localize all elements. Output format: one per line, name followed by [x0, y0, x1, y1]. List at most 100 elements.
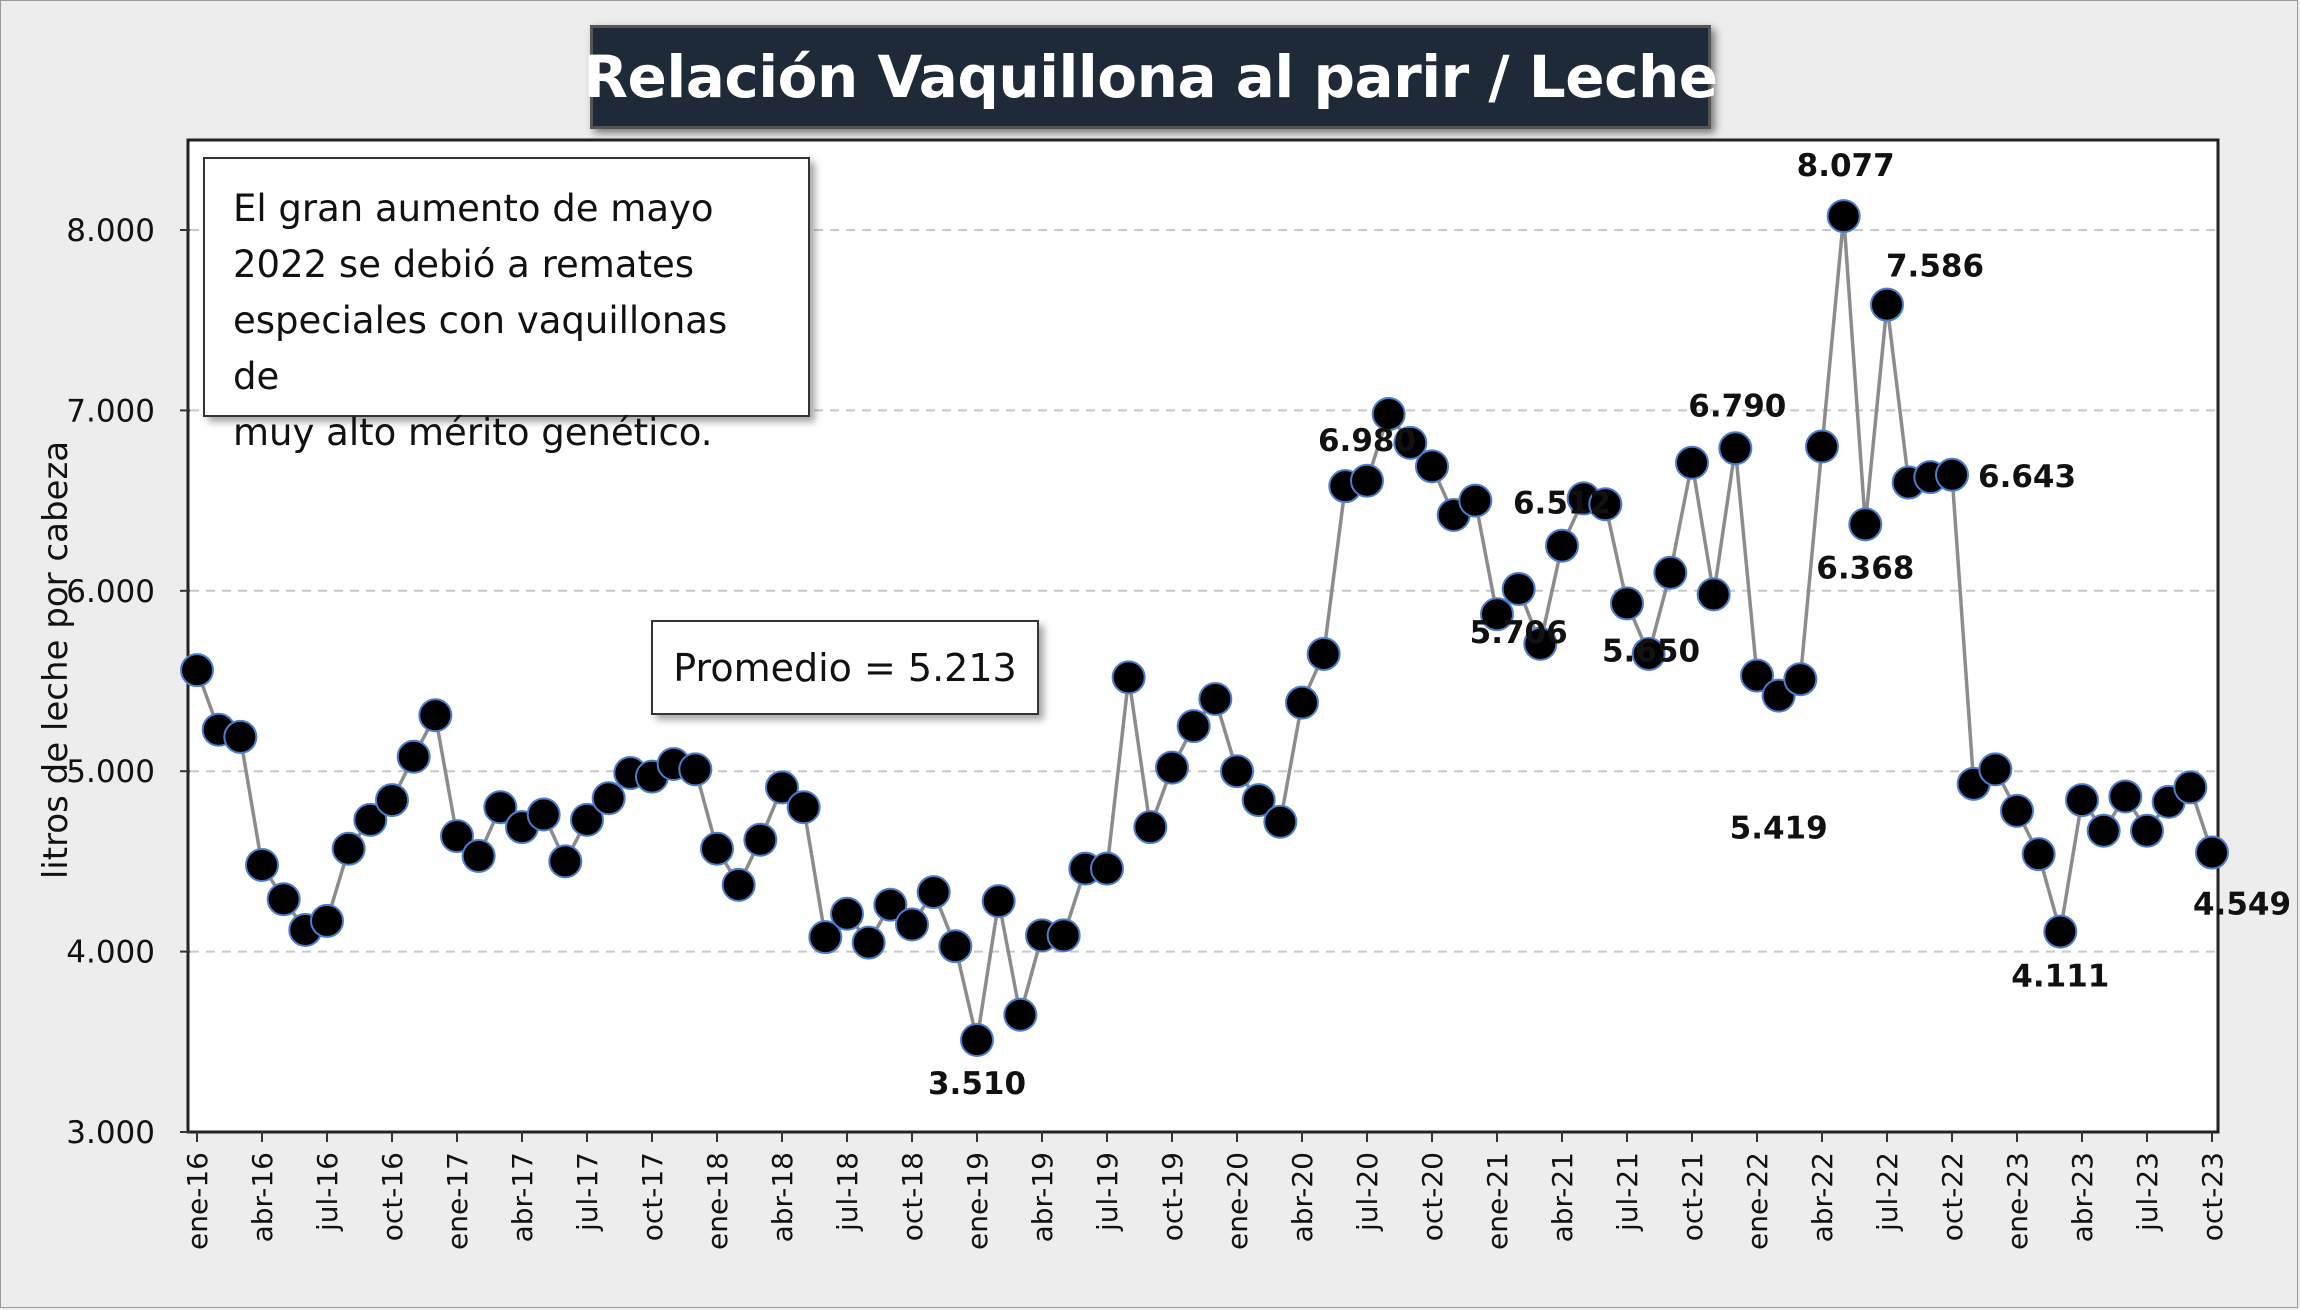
data-point: [461, 838, 496, 873]
data-label: 3.510: [928, 1066, 1026, 1102]
x-tick-label: jul-16: [311, 1152, 344, 1232]
data-point: [1090, 851, 1124, 886]
data-point: [2130, 813, 2164, 848]
x-tick-label: ene-19: [961, 1152, 994, 1250]
chart-title-box: Relación Vaquillona al parir / Leche: [583, 25, 1718, 129]
data-point: [1783, 662, 1818, 697]
x-tick-label: oct-18: [896, 1152, 929, 1241]
data-point: [1371, 397, 1406, 432]
data-labels: 3.510 6.980 5.706 6.512 5.650 6.790 5.419 8.077…: [928, 148, 2291, 1102]
data-point: [960, 1022, 994, 1057]
data-label: 4.549: [2193, 887, 2291, 923]
data-point: [873, 887, 908, 922]
data-point: [981, 884, 1016, 919]
annotation-note-line: muy alto mérito genético.: [233, 411, 713, 454]
data-point: [895, 907, 929, 942]
data-point: [1696, 577, 1731, 612]
data-point: [591, 781, 626, 816]
data-point: [245, 848, 279, 883]
x-tick-label: oct-16: [376, 1152, 409, 1241]
data-label: 7.586: [1886, 249, 1984, 285]
y-tick-label: 7.000: [66, 393, 155, 429]
annotation-note-line: El gran aumento de mayo: [233, 187, 714, 230]
data-point: [938, 929, 973, 964]
y-tick-label: 3.000: [66, 1115, 155, 1151]
y-tick-label: 8.000: [66, 213, 155, 249]
data-point: [1588, 487, 1623, 522]
data-point: [266, 882, 301, 917]
data-point: [526, 797, 561, 832]
data-point: [1133, 810, 1168, 845]
data-label: 6.643: [1978, 459, 2076, 495]
data-point: [1155, 750, 1189, 785]
x-tick-label: abr-22: [1806, 1152, 1839, 1242]
data-point: [2173, 770, 2208, 805]
x-tick-label: jul-18: [831, 1152, 864, 1232]
data-point: [2086, 813, 2121, 848]
x-tick-label: abr-17: [506, 1152, 539, 1242]
annotation-note-line: especiales con vaquillonas de: [233, 299, 728, 398]
annotation-note: El gran aumento de mayo 2022 se debió a …: [203, 157, 810, 454]
x-tick-label: ene-23: [2001, 1152, 2034, 1250]
data-point: [1610, 586, 1644, 621]
data-point: [1198, 682, 1233, 717]
data-point: [1740, 658, 1774, 693]
data-point: [548, 844, 583, 879]
data-point: [1263, 804, 1298, 839]
data-point: [916, 875, 951, 910]
data-point: [851, 925, 886, 960]
data-point: [743, 822, 778, 857]
x-tick-label: jul-19: [1091, 1152, 1124, 1232]
data-point: [310, 903, 344, 938]
x-tick-label: ene-20: [1221, 1152, 1254, 1250]
data-point: [1826, 199, 1861, 234]
y-axis-label: litros de leche por cabeza: [36, 440, 76, 880]
data-point: [1241, 783, 1276, 818]
y-tick-label: 5.000: [66, 754, 155, 790]
average-box: Promedio = 5.213: [651, 620, 1039, 715]
data-point: [678, 752, 713, 787]
data-point: [418, 698, 453, 733]
data-point: [2000, 793, 2034, 828]
data-label: 6.512: [1513, 486, 1611, 522]
data-point: [1111, 660, 1146, 695]
data-point: [830, 896, 864, 931]
data-point: [1306, 636, 1341, 671]
x-tick-label: oct-21: [1676, 1152, 1709, 1241]
data-point: [1046, 918, 1081, 953]
data-point: [1870, 287, 1904, 322]
data-point: [1805, 429, 1839, 464]
x-tick-label: oct-17: [636, 1152, 669, 1241]
data-label: 5.419: [1730, 811, 1828, 847]
data-point: [1415, 449, 1449, 484]
y-tick-label: 4.000: [66, 935, 155, 971]
data-point: [1220, 754, 1254, 789]
x-tick-label: ene-18: [701, 1152, 734, 1250]
x-tick-label: jul-17: [571, 1152, 604, 1232]
x-tick-label: oct-23: [2196, 1152, 2229, 1241]
data-point: [1285, 685, 1319, 720]
data-label: 6.368: [1816, 550, 1914, 586]
data-point: [180, 653, 214, 688]
x-axis-ticks: ene-16 abr-16 jul-16 oct-16 ene-17 abr-17 jul-…: [181, 1132, 2229, 1250]
data-point: [1458, 483, 1493, 518]
data-point: [1848, 507, 1883, 542]
data-point: [721, 867, 756, 902]
y-axis-ticks: 3.000 4.000 5.000 6.000 7.000 8.000: [66, 213, 190, 1151]
x-tick-label: oct-20: [1416, 1152, 1449, 1241]
x-tick-label: ene-16: [181, 1152, 214, 1250]
data-point: [483, 790, 518, 825]
data-point: [1978, 752, 2013, 787]
data-label: 4.111: [2011, 959, 2109, 995]
x-tick-label: jul-23: [2131, 1152, 2164, 1232]
data-point: [765, 770, 799, 805]
x-tick-label: oct-19: [1156, 1152, 1189, 1241]
data-point: [2065, 783, 2099, 818]
data-point: [1176, 709, 1211, 744]
data-point: [375, 783, 409, 818]
data-point: [353, 802, 388, 837]
data-point: [1935, 457, 1969, 492]
x-tick-label: abr-19: [1026, 1152, 1059, 1242]
x-tick-label: ene-21: [1481, 1152, 1514, 1250]
